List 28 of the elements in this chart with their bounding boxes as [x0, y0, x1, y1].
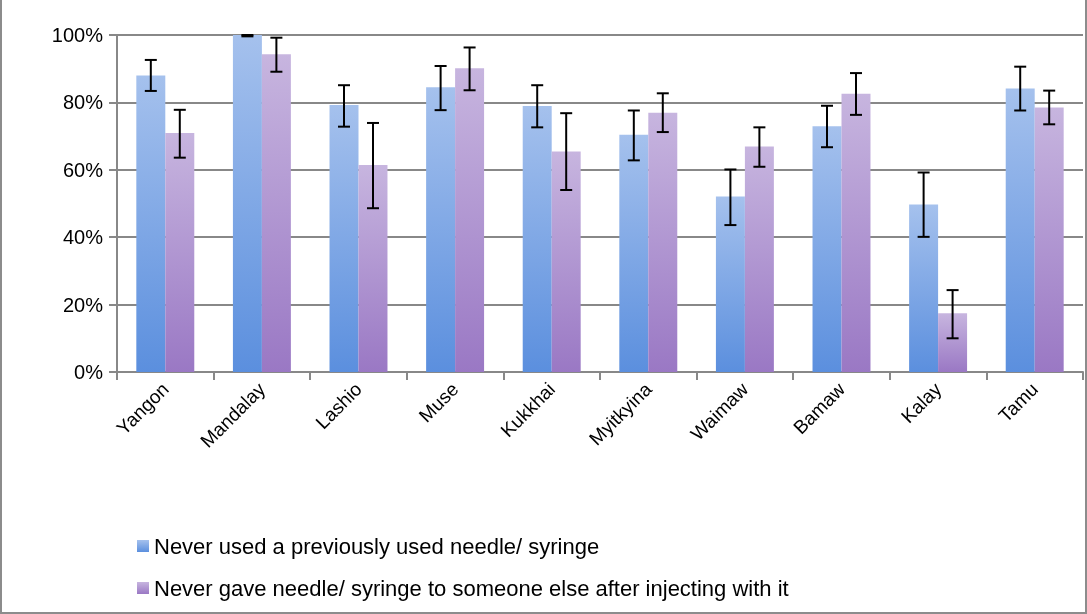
bar — [358, 165, 388, 372]
y-tick-label: 100% — [51, 24, 104, 46]
bar — [136, 75, 166, 372]
bar — [715, 196, 745, 372]
y-tick-label: 80% — [62, 91, 104, 114]
y-tick-label: 60% — [62, 158, 104, 181]
bar — [426, 87, 456, 372]
y-tick-label: 40% — [62, 226, 104, 249]
bar — [1034, 107, 1064, 372]
bar — [261, 54, 291, 372]
bar — [938, 313, 968, 372]
bar — [551, 151, 581, 372]
bar — [744, 146, 774, 372]
bar — [329, 105, 359, 372]
bar — [1005, 88, 1035, 372]
bar — [812, 126, 842, 372]
bar — [909, 204, 939, 372]
bar — [455, 68, 485, 372]
legend-label: Never used a previously used needle/ syringe — [154, 533, 600, 559]
bar — [232, 35, 262, 372]
bar — [648, 112, 678, 372]
bar — [165, 133, 195, 372]
y-tick-label: 0% — [74, 361, 104, 383]
legend-label: Never gave needle/ syringe to someone else after injecting with it — [154, 575, 789, 601]
y-tick-label: 20% — [62, 293, 104, 316]
bar — [619, 134, 649, 372]
bar — [522, 106, 552, 372]
bar — [841, 93, 871, 372]
